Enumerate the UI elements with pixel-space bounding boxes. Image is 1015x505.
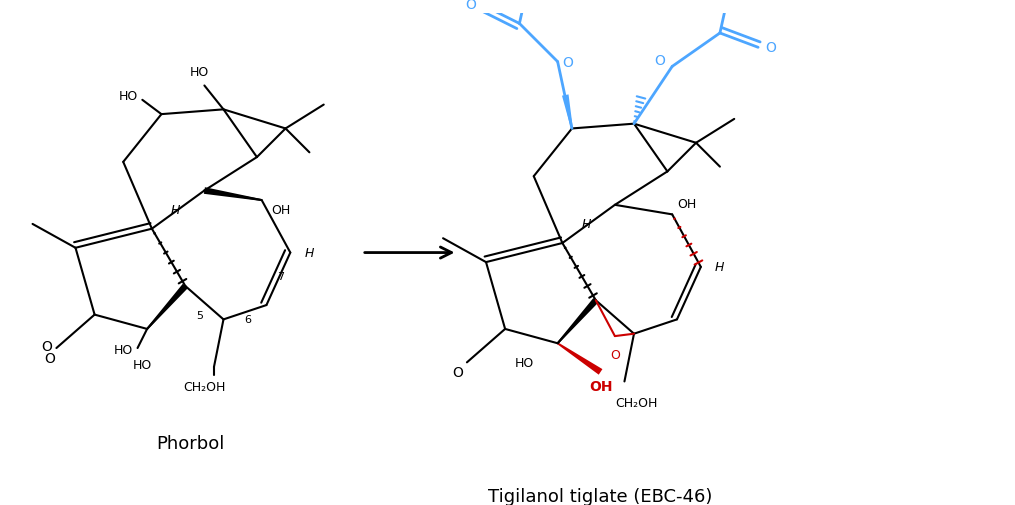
Text: OH: OH [271,204,290,217]
Polygon shape [562,95,572,129]
Text: OH: OH [677,197,696,210]
Text: H: H [716,261,725,274]
Text: Tigilanol tiglate (EBC-46): Tigilanol tiglate (EBC-46) [488,487,713,505]
Text: O: O [765,41,776,55]
Text: HO: HO [114,344,133,357]
Text: 5: 5 [196,310,203,320]
Text: 6: 6 [244,315,251,325]
Text: 7: 7 [277,272,284,282]
Text: Phorbol: Phorbol [156,435,224,452]
Text: HO: HO [190,66,209,78]
Text: H: H [172,204,181,217]
Text: HO: HO [515,356,534,369]
Text: CH₂OH: CH₂OH [615,396,658,409]
Text: H: H [582,218,591,231]
Text: H: H [304,246,314,260]
Text: O: O [45,351,55,365]
Text: O: O [610,348,620,361]
Polygon shape [204,188,262,201]
Text: HO: HO [119,89,138,103]
Text: O: O [466,0,476,12]
Text: OH: OH [589,379,612,393]
Polygon shape [557,298,598,344]
Polygon shape [146,284,188,330]
Text: CH₂OH: CH₂OH [183,380,225,393]
Text: HO: HO [133,358,152,371]
Text: O: O [655,54,666,68]
Polygon shape [557,343,603,375]
Text: O: O [562,56,573,70]
Text: O: O [452,365,463,379]
Text: O: O [41,339,52,353]
